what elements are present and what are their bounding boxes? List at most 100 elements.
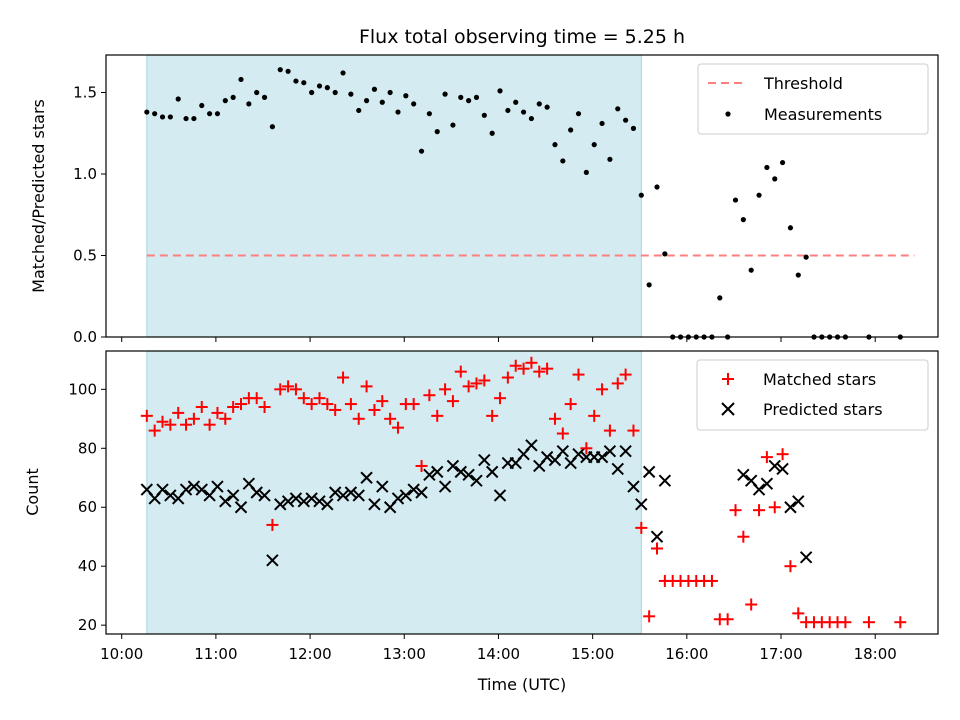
predicted-stars-point xyxy=(368,498,381,511)
predicted-stars-point xyxy=(297,495,311,508)
predicted-stars-point xyxy=(752,483,766,496)
ratio-legend-box xyxy=(697,63,929,135)
measurement-point xyxy=(568,127,574,133)
predicted-stars-point xyxy=(792,495,805,508)
predicted-stars-point xyxy=(784,501,797,514)
matched-stars-point xyxy=(439,383,452,396)
measurement-point xyxy=(489,130,495,136)
predicted-stars-points xyxy=(140,439,813,567)
measurement-point xyxy=(740,217,746,223)
count-panel: 20 40 60 80 100 10:00 11:00 12:00 13:00 14:00 15:… xyxy=(23,350,939,694)
y-tick-label: 1.5 xyxy=(73,83,97,101)
measurement-point xyxy=(497,88,503,94)
measurement-point xyxy=(536,101,542,107)
matched-legend-label: Matched stars xyxy=(763,370,876,389)
y-tick-label: 1.0 xyxy=(73,165,97,183)
matched-stars-point xyxy=(148,424,161,437)
measurement-point xyxy=(340,70,346,76)
measurement-point xyxy=(254,89,260,96)
measurement-point xyxy=(646,282,652,288)
measurement-point xyxy=(528,115,535,122)
measurement-point xyxy=(473,94,480,100)
predicted-stars-point xyxy=(321,498,334,511)
matched-stars-point xyxy=(729,504,742,517)
matched-stars-point xyxy=(753,504,766,517)
measurement-point xyxy=(552,142,558,148)
predicted-stars-point xyxy=(336,489,350,502)
measurement-point xyxy=(544,104,550,110)
predicted-stars-point xyxy=(328,486,342,499)
count-panel-frame xyxy=(105,350,939,635)
chart-title: Flux total observing time = 5.25 h xyxy=(359,26,685,48)
y-tick-label: 0.0 xyxy=(73,328,97,346)
ratio-y-axis-label: Matched/Predicted stars xyxy=(29,99,48,293)
measurement-point xyxy=(623,117,629,123)
measurement-point xyxy=(152,111,158,117)
matched-stars-point xyxy=(250,392,263,405)
measurement-point xyxy=(332,89,338,96)
measurement-point xyxy=(371,86,378,92)
matched-stars-point xyxy=(415,459,428,472)
x-tick-label: 14:00 xyxy=(477,645,520,663)
predicted-stars-point xyxy=(611,462,624,476)
x-axis-label: Time (UTC) xyxy=(477,675,566,694)
measurement-point xyxy=(779,159,786,166)
predicted-stars-point xyxy=(446,459,460,473)
measurement-point xyxy=(324,85,330,91)
predicted-stars-point xyxy=(234,501,248,514)
matched-stars-point xyxy=(862,616,875,629)
predicted-stars-point xyxy=(352,489,365,502)
predicted-stars-point xyxy=(195,483,208,496)
predicted-stars-point xyxy=(281,495,295,508)
matched-stars-point xyxy=(721,613,734,626)
y-tick-label: 80 xyxy=(78,439,97,457)
matched-stars-point xyxy=(651,542,664,555)
matched-stars-point xyxy=(407,398,420,411)
predicted-stars-point xyxy=(344,486,358,499)
predicted-stars-point xyxy=(164,489,177,502)
matched-stars-point xyxy=(289,383,302,396)
matched-stars-point xyxy=(486,409,499,422)
measurement-point xyxy=(285,68,291,74)
measurement-point xyxy=(183,115,189,122)
matched-stars-point xyxy=(258,401,271,414)
matched-stars-point xyxy=(580,442,593,455)
predicted-stars-point xyxy=(258,489,271,502)
predicted-legend-label: Predicted stars xyxy=(763,400,883,419)
measurement-point xyxy=(458,94,464,100)
matched-stars-point xyxy=(619,368,632,381)
predicted-stars-point xyxy=(493,489,507,502)
predicted-stars-point xyxy=(250,486,263,499)
matched-stars-point xyxy=(203,418,216,431)
ratio-panel-frame xyxy=(105,54,939,338)
matched-stars-point xyxy=(548,412,561,425)
matched-stars-point xyxy=(376,395,389,408)
matched-stars-point xyxy=(705,574,718,587)
predicted-stars-point xyxy=(760,477,774,490)
matched-stars-point xyxy=(494,392,507,405)
matched-stars-point xyxy=(211,406,224,419)
measurement-point xyxy=(630,125,637,131)
matched-stars-point xyxy=(337,371,350,384)
matched-stars-point xyxy=(643,610,656,623)
matched-stars-point xyxy=(321,398,334,411)
matched-stars-point xyxy=(195,401,208,414)
measurement-point xyxy=(387,89,393,96)
predicted-stars-point xyxy=(635,498,648,511)
measurement-point xyxy=(638,192,644,198)
measurement-point xyxy=(167,114,173,120)
measurement-point xyxy=(293,78,299,84)
matched-stars-point xyxy=(572,368,585,381)
count-legend-box xyxy=(696,359,929,431)
matched-stars-point xyxy=(266,518,279,531)
y-tick-label: 0.5 xyxy=(73,246,97,264)
measurement-point xyxy=(560,158,566,164)
count-panel-highlight xyxy=(146,350,642,635)
matched-stars-point xyxy=(768,501,781,514)
ratio-legend: Threshold Measurements xyxy=(697,63,929,135)
predicted-stars-point xyxy=(556,445,570,458)
measurement-point xyxy=(316,83,323,89)
measurement-point xyxy=(395,109,401,115)
measurements-legend-swatch xyxy=(725,111,731,117)
x-tick-label: 11:00 xyxy=(194,645,237,663)
